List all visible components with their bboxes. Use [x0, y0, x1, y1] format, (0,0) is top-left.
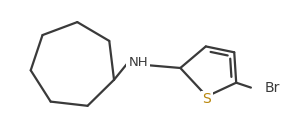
Text: Br: Br [265, 81, 280, 95]
Text: NH: NH [128, 56, 148, 69]
Text: S: S [202, 92, 211, 106]
